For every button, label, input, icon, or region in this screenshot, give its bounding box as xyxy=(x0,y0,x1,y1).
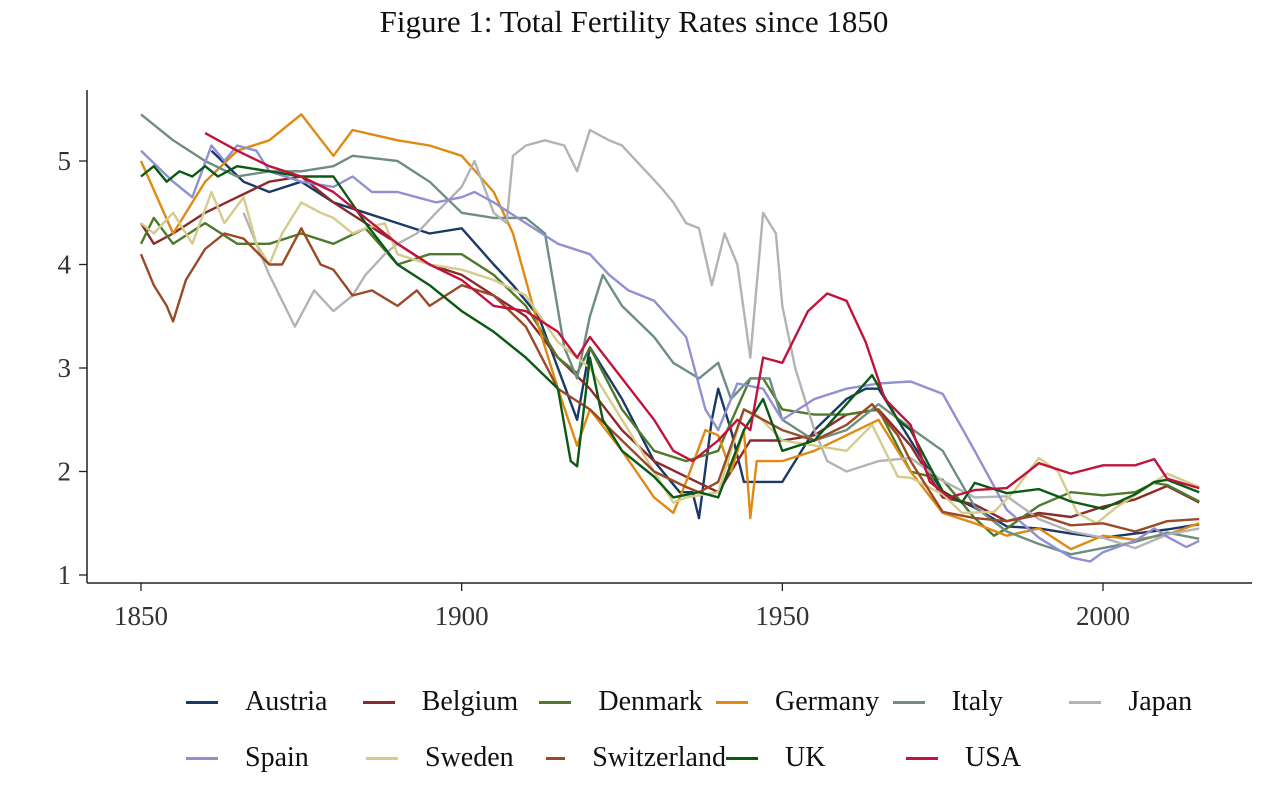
x-tick-label: 2000 xyxy=(1076,601,1130,631)
legend-swatch xyxy=(892,700,925,704)
line-chart: 1 2 3 4 5 1850 1900 1950 2000 xyxy=(58,90,1252,631)
y-tick-label: 3 xyxy=(58,353,72,383)
series-line-usa xyxy=(204,132,1200,499)
legend-item: USA xyxy=(906,742,1086,774)
chart-title: Figure 1: Total Fertility Rates since 18… xyxy=(379,4,889,39)
legend-label: USA xyxy=(965,742,1022,773)
legend-swatch xyxy=(186,756,218,760)
legend-row: Spain Sweden Switzerland UK USA xyxy=(186,730,1246,786)
legend-swatch xyxy=(906,756,938,760)
x-tick-label: 1900 xyxy=(435,601,489,631)
series-line-uk xyxy=(140,165,1200,510)
series-line-germany xyxy=(139,113,1200,551)
legend-label: Sweden xyxy=(425,742,514,773)
x-tick-label: 1950 xyxy=(755,601,809,631)
legend-swatch xyxy=(539,700,572,704)
y-tick-label: 5 xyxy=(58,146,72,176)
legend-label: Italy xyxy=(951,686,1003,717)
series-lines xyxy=(139,113,1200,563)
legend-label: UK xyxy=(785,742,826,773)
series-line-japan xyxy=(242,128,1200,550)
legend-item: Switzerland xyxy=(546,742,726,774)
legend-label: Austria xyxy=(245,686,328,717)
legend-label: Belgium xyxy=(421,686,519,717)
legend: Austria Belgium Denmark Germany Italy Japan Sp… xyxy=(186,674,1246,786)
axes: 1 2 3 4 5 1850 1900 1950 2000 xyxy=(58,90,1252,631)
y-tick-label: 1 xyxy=(58,560,72,590)
series-line-belgium xyxy=(139,175,1200,523)
legend-label: Denmark xyxy=(598,686,703,717)
series-line-austria xyxy=(210,149,1200,539)
y-tick-label: 2 xyxy=(58,457,72,487)
legend-item: Spain xyxy=(186,742,366,774)
legend-label: Spain xyxy=(245,742,309,773)
legend-swatch xyxy=(366,756,398,760)
legend-item: Austria xyxy=(186,686,363,718)
x-tick-label: 1850 xyxy=(114,601,168,631)
legend-swatch xyxy=(546,756,566,760)
legend-swatch xyxy=(716,700,749,704)
y-tick-label: 4 xyxy=(58,250,72,280)
legend-label: Germany xyxy=(775,686,880,717)
series-line-denmark xyxy=(139,216,1200,537)
legend-swatch xyxy=(362,700,395,704)
legend-row: Austria Belgium Denmark Germany Italy Japan xyxy=(186,674,1246,730)
series-line-switzerland xyxy=(139,227,1200,533)
legend-swatch xyxy=(1069,700,1102,704)
legend-item: Japan xyxy=(1069,686,1246,718)
legend-swatch xyxy=(186,700,218,704)
legend-label: Japan xyxy=(1128,686,1193,717)
series-line-spain xyxy=(140,144,1200,563)
legend-item: Germany xyxy=(716,686,893,718)
legend-item: UK xyxy=(726,742,906,774)
legend-item: Denmark xyxy=(539,686,716,718)
legend-label: Switzerland xyxy=(592,742,726,773)
legend-swatch xyxy=(726,756,758,760)
legend-item: Belgium xyxy=(362,686,540,718)
legend-item: Sweden xyxy=(366,742,546,774)
legend-item: Italy xyxy=(892,686,1070,718)
